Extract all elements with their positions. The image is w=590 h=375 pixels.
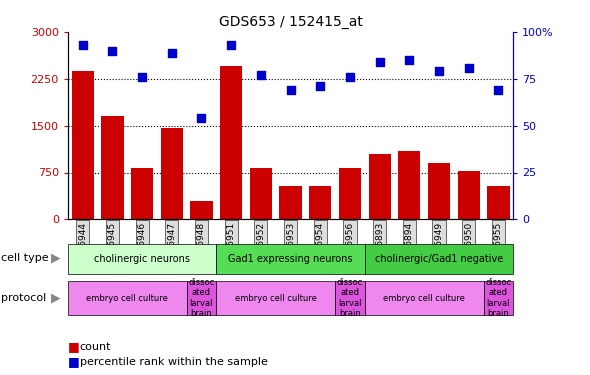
Point (464, 64, 473, 70)
Point (78, 42, 87, 48)
Point (286, 87, 295, 93)
Bar (220, 66, 242, 219)
Text: ■: ■ (68, 356, 80, 368)
Bar (250, 168, 272, 219)
Text: embryo cell culture: embryo cell culture (235, 294, 317, 303)
Bar (217, 244, 365, 274)
Text: dissoc
ated
larval
brain: dissoc ated larval brain (188, 278, 215, 318)
Bar (484, 281, 513, 315)
Text: cholinergic/Gad1 negative: cholinergic/Gad1 negative (375, 254, 503, 264)
Bar (398, 151, 421, 219)
Bar (365, 281, 484, 315)
Text: protocol: protocol (1, 293, 47, 303)
Bar (101, 116, 123, 219)
Bar (217, 281, 335, 315)
Bar (339, 168, 361, 219)
Text: cell type: cell type (1, 254, 49, 263)
Text: dissoc
ated
larval
brain: dissoc ated larval brain (486, 278, 512, 318)
Text: cholinergic neurons: cholinergic neurons (94, 254, 190, 264)
Text: ▶: ▶ (51, 252, 61, 265)
Text: Gad1 expressing neurons: Gad1 expressing neurons (228, 254, 353, 264)
Point (107, 48, 117, 54)
Text: count: count (80, 342, 111, 352)
Bar (280, 186, 301, 219)
Bar (369, 154, 391, 219)
Point (405, 57, 414, 63)
Bar (191, 201, 212, 219)
Bar (68, 281, 186, 315)
Point (494, 87, 503, 93)
Point (227, 42, 236, 48)
Bar (309, 186, 332, 219)
Bar (335, 281, 365, 315)
Text: embryo cell culture: embryo cell culture (384, 294, 465, 303)
Point (375, 59, 385, 65)
Bar (428, 163, 450, 219)
Point (137, 74, 147, 80)
Point (434, 68, 444, 74)
Text: ■: ■ (68, 340, 80, 353)
Text: ▶: ▶ (51, 292, 61, 304)
Point (316, 83, 325, 89)
Title: GDS653 / 152415_at: GDS653 / 152415_at (219, 15, 362, 30)
Text: embryo cell culture: embryo cell culture (86, 294, 168, 303)
Bar (365, 244, 513, 274)
Bar (186, 281, 217, 315)
Point (196, 115, 206, 121)
Bar (71, 70, 94, 219)
Bar (68, 244, 217, 274)
Bar (487, 186, 510, 219)
Bar (160, 128, 183, 219)
Text: percentile rank within the sample: percentile rank within the sample (80, 357, 267, 367)
Point (345, 74, 355, 80)
Bar (458, 171, 480, 219)
Text: dissoc
ated
larval
brain: dissoc ated larval brain (337, 278, 363, 318)
Point (256, 72, 266, 78)
Bar (131, 168, 153, 219)
Point (167, 50, 176, 55)
